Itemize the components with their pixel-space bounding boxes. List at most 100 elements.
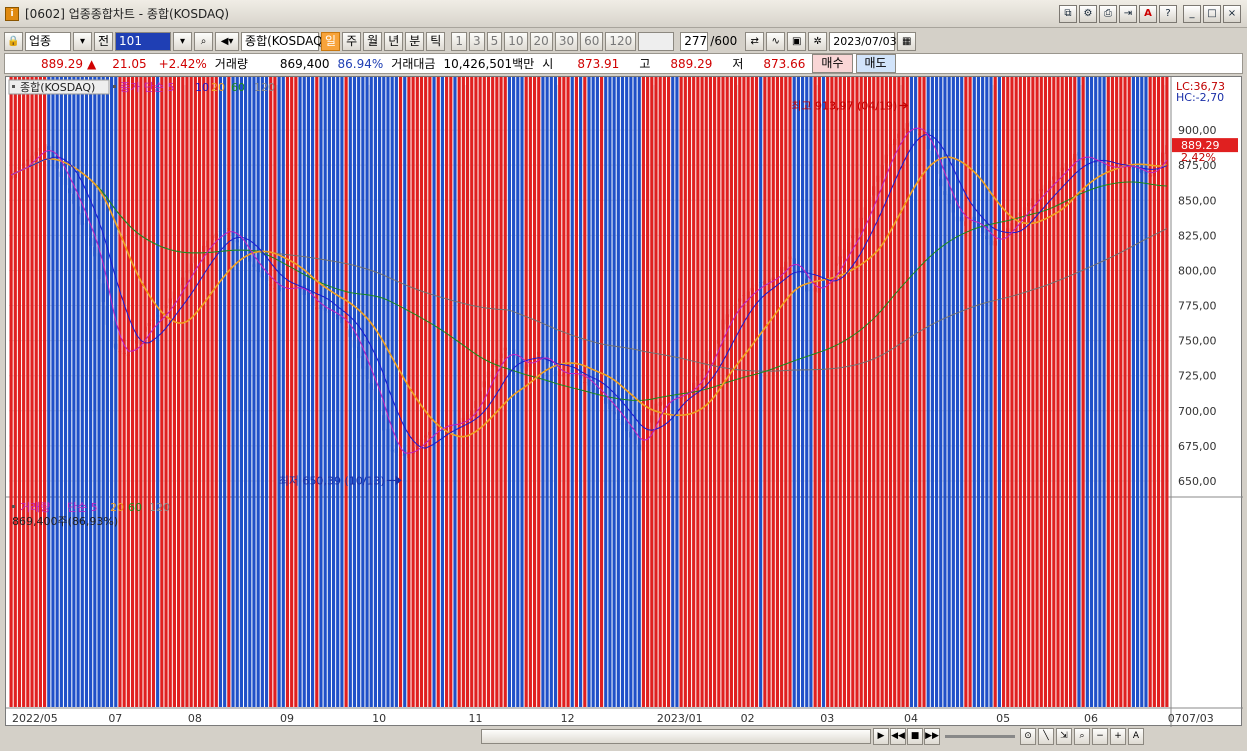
stop-icon[interactable]: ■	[907, 728, 923, 745]
print-icon[interactable]: ⎙	[1099, 5, 1117, 23]
volume-bar	[386, 77, 390, 707]
date-input[interactable]: 2023/07/03	[829, 31, 897, 51]
interval-1[interactable]: 1	[451, 31, 467, 51]
volume-bar	[717, 77, 721, 707]
flip-icon[interactable]: ⇄	[745, 31, 765, 51]
scroll-right-icon[interactable]: ▶	[873, 728, 889, 745]
market-select[interactable]: 업종	[25, 31, 71, 51]
calendar-icon[interactable]: ▦	[897, 31, 917, 51]
export-icon[interactable]: ⇥	[1119, 5, 1137, 23]
volume-bar	[934, 77, 939, 707]
volume-bar	[830, 77, 834, 707]
text-tool-icon[interactable]: A	[1128, 728, 1144, 745]
volume-bar	[951, 77, 955, 707]
interval-20[interactable]: 20	[529, 31, 553, 51]
volume-bar	[55, 77, 59, 707]
tab-year[interactable]: 년	[384, 31, 404, 51]
horizontal-scrollbar[interactable]	[481, 729, 871, 744]
index-name: 종합(KOSDAQ)	[241, 31, 327, 51]
volume-bar	[805, 77, 809, 707]
ma20-line	[10, 156, 1168, 438]
volume-bar	[51, 77, 55, 707]
speaker-icon[interactable]: ◀▾	[215, 31, 240, 51]
gear-icon[interactable]: ✲	[808, 31, 828, 51]
volume-bar	[817, 77, 821, 707]
last-page-icon[interactable]: ▶▶	[924, 728, 940, 745]
interval-select[interactable]	[638, 31, 675, 51]
volume-bar	[918, 77, 922, 707]
legend-ma5: 종가 단순 5	[120, 81, 174, 94]
code-input[interactable]: 101	[115, 31, 172, 51]
save-icon[interactable]: ▣	[787, 31, 807, 51]
volume-bar	[110, 77, 114, 707]
link-window-icon[interactable]: ⧉	[1059, 5, 1077, 23]
volume-bar	[599, 77, 604, 707]
tab-minute[interactable]: 분	[405, 31, 425, 51]
help-icon[interactable]: ?	[1159, 5, 1177, 23]
price-tick-label: 675,00	[1178, 440, 1217, 453]
interval-120[interactable]: 120	[605, 31, 637, 51]
volume-bar	[788, 77, 792, 707]
minimize-button[interactable]: _	[1183, 5, 1201, 23]
measure-icon[interactable]: ⇲	[1056, 728, 1072, 745]
legend-ma20: 20	[211, 81, 225, 94]
volume-bar	[545, 77, 549, 707]
volume-bar	[679, 77, 683, 707]
draw-tool-icon[interactable]: ╲	[1038, 728, 1054, 745]
volume-bar	[742, 77, 746, 707]
lock-icon[interactable]: 🔒	[4, 31, 23, 51]
interval-60[interactable]: 60	[580, 31, 604, 51]
volume-bar	[147, 77, 151, 707]
search-icon[interactable]: ⌕	[194, 31, 214, 51]
count-input[interactable]: 277	[680, 31, 709, 51]
prev-button[interactable]: 전	[94, 31, 114, 51]
interval-5[interactable]: 5	[486, 31, 503, 51]
tab-tick[interactable]: 틱	[426, 31, 446, 51]
chart-panel[interactable]: 900,00 875,00 850,00 825,00 800,00 775,00 750,…	[5, 76, 1243, 727]
crosshair-icon[interactable]: ⊙	[1020, 728, 1036, 745]
interval-3[interactable]: 3	[468, 31, 485, 51]
minus-icon[interactable]: −	[1092, 728, 1108, 745]
volume-bar	[84, 77, 89, 707]
close-button[interactable]: ×	[1223, 5, 1241, 23]
volume-bar	[884, 77, 888, 707]
buy-button[interactable]: 매수	[812, 54, 853, 73]
plus-icon[interactable]: +	[1110, 728, 1126, 745]
font-icon[interactable]: A	[1139, 5, 1157, 23]
amount-label: 거래대금	[391, 57, 436, 71]
volume-bar	[445, 77, 449, 707]
volume-bar	[834, 77, 838, 707]
legend-bullet-icon	[12, 85, 15, 88]
volume-bar	[474, 77, 478, 707]
tab-week[interactable]: 주	[342, 31, 362, 51]
ma60-line	[10, 158, 1167, 401]
volume-bar	[172, 77, 177, 707]
interval-30[interactable]: 30	[554, 31, 579, 51]
zoom-slider[interactable]	[945, 735, 1015, 738]
volume-bar	[373, 77, 378, 707]
interval-10[interactable]: 10	[504, 31, 528, 51]
maximize-button[interactable]: □	[1203, 5, 1221, 23]
volume-bar	[17, 77, 22, 707]
tab-day[interactable]: 일	[321, 31, 341, 51]
first-page-icon[interactable]: ◀◀	[890, 728, 906, 745]
market-dropdown-icon[interactable]: ▾	[73, 31, 92, 51]
line-tool-icon[interactable]: ∿	[766, 31, 786, 51]
tab-month[interactable]: 월	[363, 31, 383, 51]
volume-bar	[997, 77, 1001, 707]
sell-button[interactable]: 매도	[855, 54, 896, 73]
volume-bar	[905, 77, 909, 707]
settings-icon[interactable]: ⚙	[1079, 5, 1097, 23]
volume-bar	[1119, 77, 1123, 707]
zoom-out-icon[interactable]: ⌕	[1074, 728, 1090, 745]
code-dropdown-icon[interactable]: ▾	[173, 31, 193, 51]
open-label: 시	[542, 57, 554, 71]
volume-bar	[826, 77, 830, 707]
price-volume-chart[interactable]: 900,00 875,00 850,00 825,00 800,00 775,00 750,…	[6, 77, 1243, 727]
volume-bar	[424, 77, 428, 707]
date-tick-label: 06	[1084, 712, 1098, 725]
vol-legend-ma5: 단순 5	[67, 501, 98, 514]
volume-bar	[436, 77, 440, 707]
vol-legend-value: 869,400주(86,93%)	[12, 515, 118, 528]
volume-bar	[972, 77, 976, 707]
